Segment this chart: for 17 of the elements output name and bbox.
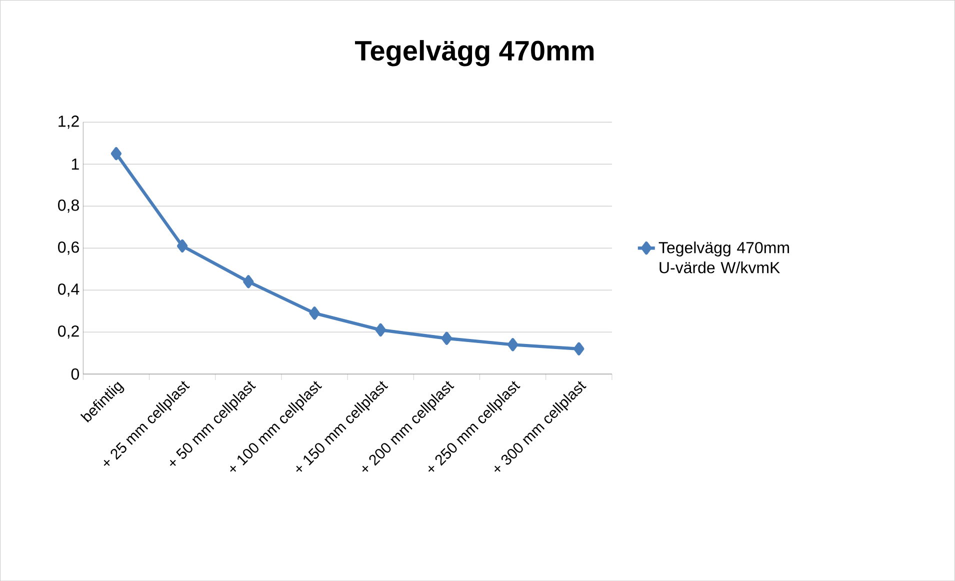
y-tick-label: 0,6 xyxy=(58,241,79,255)
y-tick-label: 0 xyxy=(71,368,80,380)
y-tick-label: 1 xyxy=(72,158,79,170)
y-tick-label: 0,8 xyxy=(58,199,79,213)
point xyxy=(574,342,584,356)
point xyxy=(309,306,320,320)
point xyxy=(507,338,518,352)
point xyxy=(110,146,122,160)
chart-title: Tegelvägg 470mm xyxy=(355,40,594,66)
y-tick-label: 1,2 xyxy=(58,115,79,129)
legend-label: Tegelvägg 470mm U-värde W/kvmK xyxy=(658,241,789,274)
point xyxy=(243,275,254,288)
point xyxy=(375,323,386,336)
point xyxy=(176,239,188,252)
y-tick-label: 0,4 xyxy=(58,283,80,297)
y-tick-label: 0,2 xyxy=(58,325,79,339)
point xyxy=(441,332,452,345)
